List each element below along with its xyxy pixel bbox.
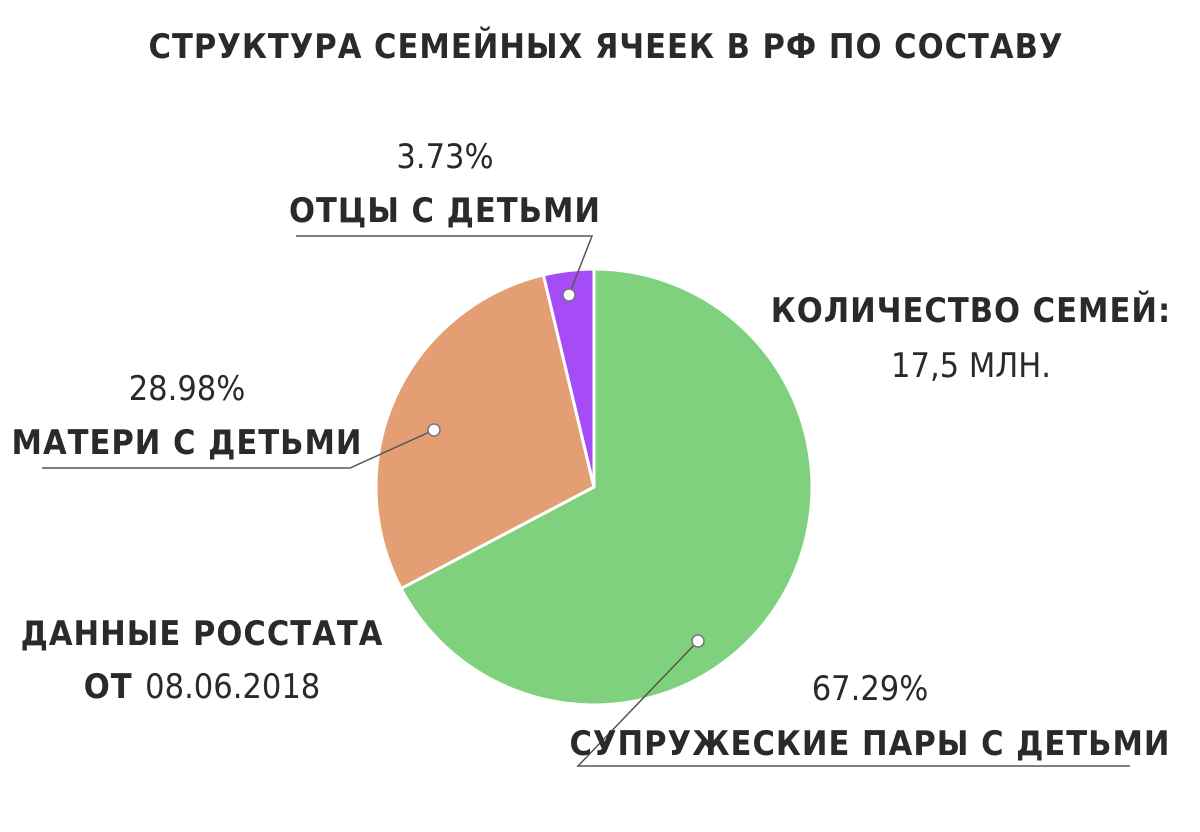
source-date: 08.06.2018 [145,667,320,707]
data-label-spouses: 67.29% [812,669,929,709]
chart-title: СТРУКТУРА СЕМЕЙНЫХ ЯЧЕЕК В РФ ПО СОСТАВУ [149,26,1064,67]
slice-mothers-with-children [374,273,596,591]
marker-mothers [427,423,441,437]
total-families-value: 17,5 МЛН. [891,346,1051,386]
source-date-prefix: ОТ [84,667,133,707]
slice-label-mothers: МАТЕРИ С ДЕТЬМИ [12,423,363,463]
slice-label-spouses: СУПРУЖЕСКИЕ ПАРЫ С ДЕТЬМИ [569,724,1170,764]
total-families-label: КОЛИЧЕСТВО СЕМЕЙ: [771,290,1171,331]
marker-fathers [562,288,576,302]
leader-line-fathers [296,235,594,296]
leader-lines [42,235,1130,767]
leader-line-mothers [42,429,435,469]
data-label-mothers: 28.98% [129,369,246,409]
slice-fathers-with-children [541,267,596,488]
slice-label-fathers: ОТЦЫ С ДЕТЬМИ [289,191,601,231]
source-label: ДАННЫЕ РОССТАТА [21,614,384,654]
pie-slices [374,267,814,707]
data-label-fathers: 3.73% [396,137,493,177]
marker-spouses [691,634,705,648]
slice-spouses-with-children [399,267,814,707]
source-date-line: ОТ 08.06.2018 [84,667,321,707]
leader-line-spouses [576,640,1130,767]
